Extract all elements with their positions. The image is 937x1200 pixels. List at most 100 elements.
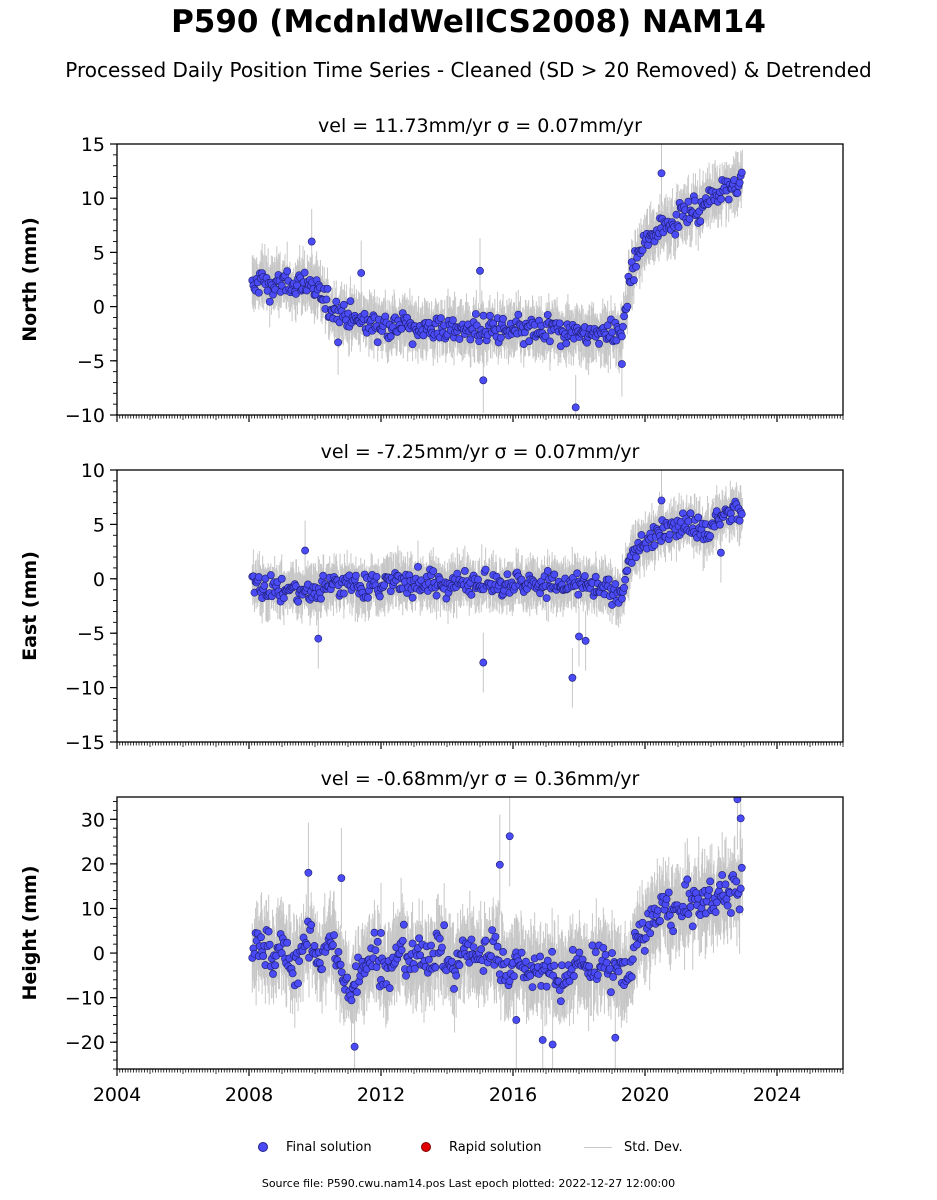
data-point: [627, 559, 636, 567]
data-point: [628, 955, 637, 964]
data-point: [266, 571, 275, 579]
data-point: [538, 1036, 547, 1044]
data-point: [608, 328, 616, 337]
data-point: [448, 316, 457, 325]
data-point: [565, 977, 574, 986]
data-point: [385, 984, 394, 993]
data-point: [455, 961, 464, 970]
chart-title: P590 (McdnldWellCS2008) NAM14: [171, 4, 766, 40]
y-tick-label: 10: [81, 898, 105, 920]
final-solution-points: [248, 496, 746, 682]
data-point: [632, 553, 640, 562]
data-point: [467, 935, 476, 944]
y-tick-label: −10: [65, 988, 105, 1010]
data-point: [474, 575, 482, 584]
data-point: [372, 572, 381, 581]
data-point: [609, 973, 618, 981]
data-point: [415, 934, 424, 943]
data-point: [475, 337, 483, 346]
data-point: [336, 960, 345, 969]
data-point: [495, 860, 504, 869]
data-point: [656, 917, 664, 925]
data-point: [602, 958, 611, 967]
data-point: [612, 336, 621, 345]
data-point: [619, 322, 627, 331]
data-point: [277, 281, 286, 290]
data-point: [562, 339, 571, 348]
data-point: [337, 968, 346, 977]
data-point: [688, 922, 697, 931]
data-point: [696, 217, 705, 226]
data-point: [646, 929, 655, 938]
data-point: [259, 952, 268, 960]
data-point: [735, 178, 744, 187]
data-point: [599, 943, 608, 952]
data-point: [657, 169, 666, 178]
data-point: [617, 332, 626, 341]
data-point: [304, 868, 313, 877]
y-tick-label: 0: [93, 297, 105, 319]
data-point: [716, 520, 724, 529]
y-tick-label: −10: [65, 405, 105, 427]
data-point: [542, 982, 551, 991]
data-point: [360, 309, 369, 318]
data-point: [350, 1042, 359, 1051]
data-point: [705, 886, 713, 894]
data-point: [664, 888, 673, 897]
data-point: [375, 592, 384, 601]
data-point: [486, 311, 494, 320]
data-point: [481, 565, 490, 574]
data-point: [575, 948, 584, 957]
data-point: [514, 310, 523, 319]
data-point: [650, 541, 659, 550]
data-point: [683, 875, 692, 884]
data-point: [571, 403, 580, 412]
data-point: [399, 920, 408, 929]
data-point: [479, 376, 488, 385]
data-point: [380, 581, 389, 590]
data-point: [548, 947, 557, 956]
final-solution-points: [248, 797, 746, 1051]
data-point: [638, 918, 647, 927]
y-tick-label: −10: [65, 678, 105, 700]
data-point: [568, 945, 577, 954]
data-point: [447, 957, 456, 966]
data-point: [402, 971, 410, 980]
data-point: [476, 266, 484, 275]
data-point: [408, 939, 417, 948]
data-point: [580, 572, 589, 580]
data-point: [570, 972, 578, 980]
data-point: [632, 262, 640, 271]
data-point: [398, 936, 407, 945]
data-point: [347, 996, 356, 1005]
data-point: [339, 589, 348, 598]
data-point: [455, 335, 464, 343]
y-tick-label: 0: [93, 569, 105, 591]
data-point: [322, 295, 331, 304]
data-point: [467, 590, 476, 599]
data-point: [471, 310, 480, 318]
data-point: [505, 832, 514, 841]
data-point: [295, 957, 304, 966]
data-point: [737, 863, 746, 872]
data-point: [543, 567, 552, 575]
data-point: [620, 312, 628, 321]
data-point: [353, 988, 361, 997]
data-point: [574, 590, 583, 599]
data-point: [499, 947, 507, 956]
data-point: [493, 942, 502, 951]
data-point: [339, 300, 348, 309]
data-point: [261, 574, 270, 583]
data-point: [568, 673, 577, 682]
data-point: [496, 333, 505, 342]
data-point: [512, 1016, 521, 1024]
data-point: [555, 319, 564, 328]
data-point: [640, 946, 649, 955]
data-point: [706, 877, 715, 886]
data-point: [314, 634, 323, 643]
data-point: [254, 288, 263, 297]
data-point: [672, 210, 681, 219]
data-point: [620, 583, 628, 592]
data-point: [735, 516, 744, 525]
plot-area: [248, 144, 746, 415]
